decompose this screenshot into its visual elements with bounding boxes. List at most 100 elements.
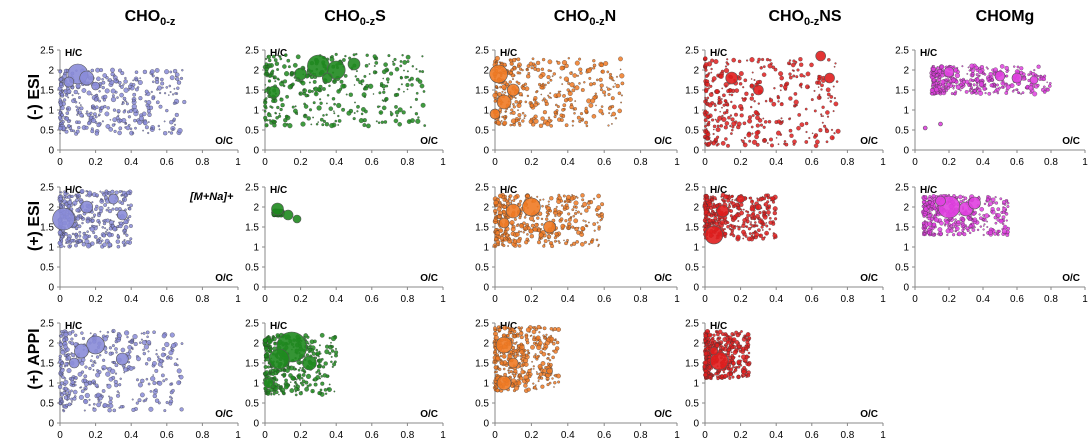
data-point	[824, 127, 828, 131]
data-point	[968, 69, 971, 72]
data-point	[744, 91, 749, 96]
data-point	[1021, 76, 1025, 79]
data-point	[176, 86, 180, 90]
data-point	[990, 78, 994, 82]
y-tick-label: 2.5	[245, 46, 259, 57]
data-point	[182, 99, 187, 105]
y-tick-label: 1.5	[475, 86, 489, 97]
data-point	[97, 399, 100, 403]
data-point	[280, 80, 284, 83]
y-tick-label: 1	[253, 243, 259, 254]
x-tick-label: 0	[57, 157, 63, 168]
data-point	[293, 365, 295, 368]
y-tick-label: 1	[693, 106, 699, 117]
data-point	[157, 124, 160, 128]
data-point	[279, 97, 284, 102]
data-point	[756, 197, 759, 200]
data-point	[944, 86, 947, 89]
data-point	[282, 64, 287, 69]
data-point	[929, 217, 934, 222]
data-point	[156, 88, 159, 91]
data-point	[572, 73, 577, 78]
data-point	[142, 120, 148, 126]
data-point	[275, 333, 280, 338]
data-point	[563, 76, 569, 82]
data-point	[161, 347, 166, 351]
data-point	[356, 104, 360, 109]
data-point	[358, 80, 363, 85]
data-point	[771, 101, 777, 107]
data-point	[569, 200, 572, 204]
data-point	[516, 57, 521, 62]
data-point	[769, 97, 772, 100]
data-point	[138, 96, 143, 101]
data-point	[110, 351, 114, 355]
data-point	[128, 224, 133, 228]
data-point	[1005, 219, 1008, 222]
data-point	[131, 346, 134, 350]
data-point	[319, 117, 324, 122]
x-tick-label: 0	[262, 294, 268, 305]
data-point	[104, 111, 110, 117]
data-point	[328, 336, 331, 340]
data-point	[84, 125, 89, 130]
data-point	[711, 76, 717, 81]
data-bubble	[522, 197, 541, 217]
data-point	[746, 210, 750, 214]
data-point	[292, 62, 298, 68]
data-point	[1015, 88, 1018, 91]
data-point	[498, 108, 503, 112]
data-point	[978, 75, 981, 78]
data-point	[99, 209, 103, 214]
data-point	[72, 389, 78, 395]
data-point	[757, 102, 760, 105]
data-point	[142, 348, 145, 352]
data-point	[541, 204, 544, 208]
data-point	[271, 98, 276, 103]
y-tick-label: 2	[483, 203, 489, 214]
data-point	[262, 337, 268, 343]
data-point	[137, 80, 143, 85]
data-point	[558, 241, 561, 244]
data-point	[319, 388, 323, 392]
data-point	[710, 58, 715, 63]
data-point	[76, 241, 79, 244]
data-point	[66, 89, 72, 94]
data-point	[818, 96, 822, 99]
data-point	[986, 220, 988, 223]
data-point	[107, 408, 112, 413]
data-point	[296, 113, 298, 116]
data-point	[290, 375, 296, 381]
data-point	[104, 350, 108, 354]
data-point	[789, 117, 791, 119]
data-point	[561, 108, 565, 112]
data-point	[939, 221, 944, 226]
data-point	[97, 221, 101, 224]
data-point	[65, 354, 69, 357]
data-point	[992, 201, 995, 204]
data-point	[620, 81, 625, 86]
data-bubble	[922, 125, 928, 131]
data-point	[417, 79, 423, 84]
data-point	[152, 374, 154, 376]
x-axis-label: O/C	[1062, 273, 1080, 284]
y-tick-label: 2	[48, 203, 54, 214]
data-point	[573, 218, 579, 224]
data-point	[108, 400, 113, 405]
data-point	[330, 355, 333, 358]
data-point	[135, 87, 139, 92]
data-point	[1005, 82, 1008, 85]
data-point	[749, 196, 753, 200]
data-point	[526, 64, 531, 68]
x-tick-label: 0.8	[195, 157, 209, 168]
data-point	[551, 75, 554, 78]
data-point	[709, 195, 712, 198]
data-point	[588, 243, 591, 246]
data-point	[986, 67, 989, 70]
data-point	[134, 78, 138, 82]
data-point	[113, 361, 116, 364]
data-point	[733, 204, 737, 208]
data-point	[417, 116, 420, 119]
data-point	[131, 407, 136, 412]
data-point	[89, 111, 93, 115]
